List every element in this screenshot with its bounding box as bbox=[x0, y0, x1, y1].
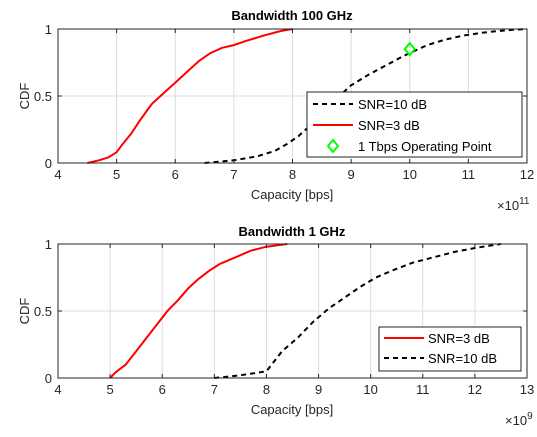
x-tick-label: 6 bbox=[159, 382, 166, 397]
legend: SNR=10 dB SNR=3 dB 1 Tbps Operating Poin… bbox=[306, 91, 523, 158]
y-axis-label: CDF bbox=[17, 83, 32, 110]
x-tick-label: 12 bbox=[520, 167, 534, 182]
legend-swatch-operating-point bbox=[326, 138, 340, 154]
x-axis-label: Capacity [bps] bbox=[251, 402, 333, 417]
x-tick-label: 9 bbox=[315, 382, 322, 397]
y-tick-label: 0 bbox=[45, 156, 52, 171]
x-tick-label: 10 bbox=[403, 167, 417, 182]
series-line-snr-10-db bbox=[204, 28, 528, 164]
chart-title: Bandwidth 100 GHz bbox=[231, 8, 353, 23]
y-tick-label: 0.5 bbox=[34, 304, 52, 319]
x-exponent-label: ×109 bbox=[505, 411, 533, 428]
x-tick-label: 8 bbox=[263, 382, 270, 397]
x-exponent-label: ×1011 bbox=[497, 196, 530, 213]
series-line-snr-3-db bbox=[109, 243, 288, 379]
x-tick-label: 5 bbox=[113, 167, 120, 182]
legend-label-snr3: SNR=3 dB bbox=[358, 118, 420, 133]
y-tick-label: 0.5 bbox=[34, 89, 52, 104]
legend: SNR=3 dB SNR=10 dB bbox=[378, 326, 522, 372]
x-tick-label: 10 bbox=[363, 382, 377, 397]
x-tick-label: 8 bbox=[289, 167, 296, 182]
chart-title: Bandwidth 1 GHz bbox=[239, 224, 346, 239]
series-layer bbox=[109, 243, 502, 379]
y-tick-label: 0 bbox=[45, 371, 52, 386]
x-tick-label: 4 bbox=[54, 167, 61, 182]
x-tick-label: 7 bbox=[230, 167, 237, 182]
series-line-snr-10-db bbox=[214, 243, 502, 379]
series-layer bbox=[87, 28, 528, 164]
x-tick-label: 5 bbox=[106, 382, 113, 397]
x-axis-label: Capacity [bps] bbox=[251, 187, 333, 202]
x-tick-label: 9 bbox=[348, 167, 355, 182]
y-axis-label: CDF bbox=[17, 298, 32, 325]
legend-box bbox=[378, 326, 522, 372]
x-tick-label: 6 bbox=[172, 167, 179, 182]
chart-bandwidth-100ghz: 4 5 6 7 8 9 10 11 12 0 0.5 1 Bandwidth 100 GHz Capa… bbox=[17, 8, 534, 213]
y-tick-label: 1 bbox=[45, 237, 52, 252]
legend-label-snr10: SNR=10 dB bbox=[358, 97, 427, 112]
legend-label-operating-point: 1 Tbps Operating Point bbox=[358, 139, 492, 154]
x-tick-label: 12 bbox=[468, 382, 482, 397]
series-line-snr-3-db bbox=[87, 28, 293, 164]
operating-point-marker bbox=[403, 41, 417, 57]
x-tick-label: 4 bbox=[54, 382, 61, 397]
x-tick-label: 7 bbox=[211, 382, 218, 397]
legend-label-snr10: SNR=10 dB bbox=[428, 351, 497, 366]
x-tick-label: 13 bbox=[520, 382, 534, 397]
tick-labels: 4 5 6 7 8 9 10 11 12 0 0.5 1 bbox=[34, 22, 534, 182]
x-tick-label: 11 bbox=[416, 382, 430, 397]
legend-label-snr3: SNR=3 dB bbox=[428, 331, 490, 346]
chart-bandwidth-1ghz: 4 5 6 7 8 9 10 11 12 13 0 0.5 1 Bandwidth 1 GHz Capa… bbox=[17, 224, 534, 428]
x-tick-label: 11 bbox=[462, 167, 476, 182]
y-tick-label: 1 bbox=[45, 22, 52, 37]
tick-labels: 4 5 6 7 8 9 10 11 12 13 0 0.5 1 bbox=[34, 237, 534, 397]
